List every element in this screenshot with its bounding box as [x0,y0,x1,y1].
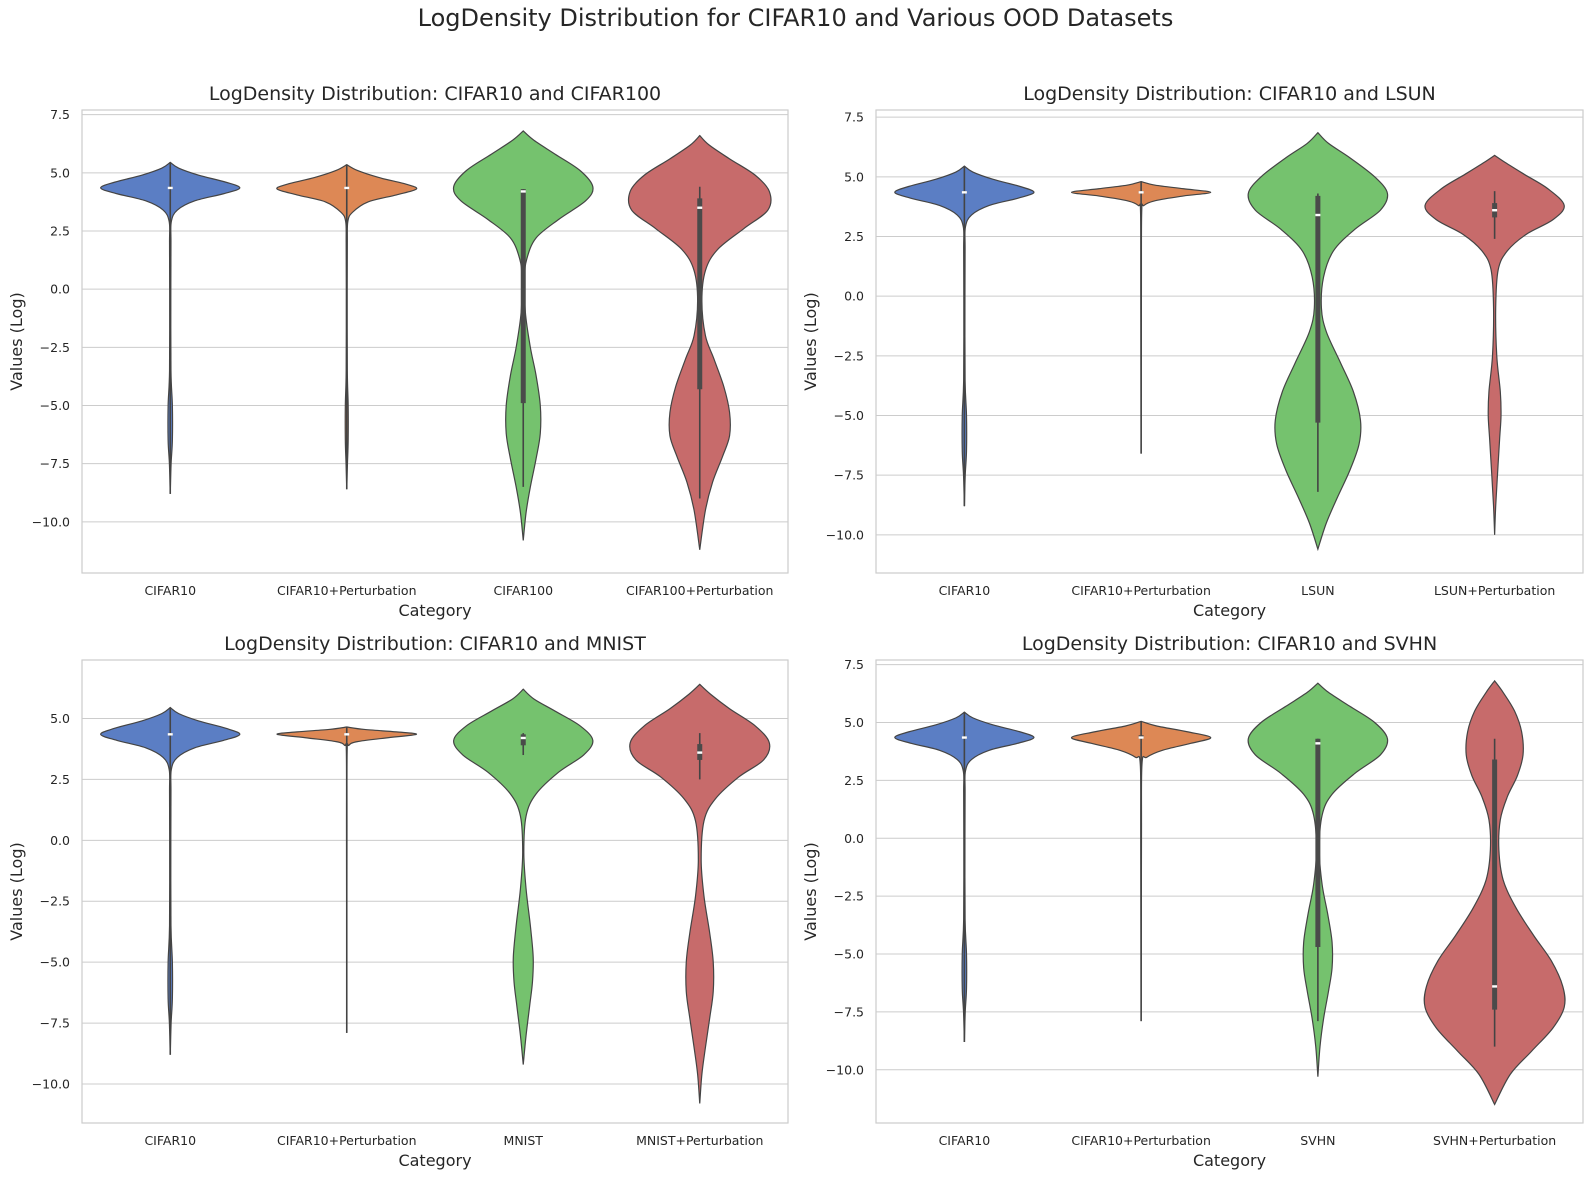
y-tick-label: 2.5 [50,772,70,787]
y-tick-label: −5.0 [40,398,70,413]
y-tick-label: −7.5 [40,1016,70,1031]
axes-frame [875,109,1584,574]
subplot-title: LogDensity Distribution: CIFAR10 and SVH… [1022,633,1437,655]
y-tick-label: 5.0 [844,169,864,184]
y-tick-label: 2.5 [844,773,864,788]
subplot-3: 5.0 2.5 0.0 −2.5 −5.0 −7.5 −10.0 CIFAR10 CIFAR10… [7,633,789,1170]
y-tick-label: 7.5 [50,107,70,122]
y-tick-label: −2.5 [834,889,864,904]
violin-median [697,751,703,754]
violin-median [1138,736,1144,739]
violin-body [1424,154,1565,535]
violin-median [520,190,526,193]
violin-median [167,733,173,736]
y-tick-label: −2.5 [40,894,70,909]
subplot-title: LogDensity Distribution: CIFAR10 and CIF… [209,83,661,105]
subplot-title: LogDensity Distribution: CIFAR10 and LSU… [1023,83,1436,105]
x-tick-label: CIFAR100+Perturbation [626,583,773,598]
y-tick-label: −10.0 [32,514,70,529]
x-axis-label: Category [398,1151,471,1170]
subplot-2: 7.5 5.0 2.5 0.0 −2.5 −5.0 −7.5 −10.0 CIFAR10 CIFA… [801,83,1584,620]
y-tick-label: 0.0 [844,831,864,846]
x-tick-label: MNIST [504,1133,544,1148]
y-tick-label: −10.0 [826,527,864,542]
y-tick-label: 2.5 [50,223,70,238]
axes-frame [81,659,789,1124]
x-tick-label: CIFAR10 [144,583,196,598]
axes-frame [81,109,789,574]
x-tick-label: CIFAR10 [144,1133,196,1148]
x-axis-label: Category [1193,601,1266,620]
y-tick-label: 7.5 [844,657,864,672]
y-axis-label: Values (Log) [7,292,26,390]
y-tick-label: 2.5 [844,229,864,244]
y-tick-label: −7.5 [40,456,70,471]
y-tick-label: −5.0 [834,408,864,423]
subplot-title: LogDensity Distribution: CIFAR10 and MNI… [224,633,646,655]
x-tick-label: CIFAR100 [493,583,553,598]
x-tick-label: LSUN+Perturbation [1434,583,1555,598]
violin-median [961,736,967,739]
x-tick-label: CIFAR10+Perturbation [277,583,417,598]
violin-median [697,206,703,209]
y-tick-label: 5.0 [50,711,70,726]
x-tick-label: CIFAR10+Perturbation [1071,1133,1211,1148]
x-tick-label: CIFAR10 [939,583,991,598]
y-tick-label: 7.5 [844,110,864,125]
axes-frame [875,659,1584,1124]
violin-median [167,186,173,190]
y-tick-label: −5.0 [40,955,70,970]
x-axis-label: Category [1193,1151,1266,1170]
y-axis-label: Values (Log) [801,292,820,390]
x-tick-label: CIFAR10+Perturbation [277,1133,417,1148]
y-axis-label: Values (Log) [7,842,26,940]
y-axis-label: Values (Log) [801,842,820,940]
y-tick-label: 5.0 [50,165,70,180]
y-tick-label: 0.0 [50,833,70,848]
violin-median [1492,985,1498,988]
x-axis-label: Category [398,601,471,620]
violin-median [1138,191,1144,194]
y-tick-label: −5.0 [834,947,864,962]
violin-median [344,186,350,190]
y-tick-label: −7.5 [834,468,864,483]
y-tick-label: −7.5 [834,1004,864,1019]
x-tick-label: CIFAR10+Perturbation [1071,583,1211,598]
violin-median [344,733,350,736]
y-tick-label: −10.0 [32,1077,70,1092]
violin-median [1492,209,1498,212]
violin-body [629,683,771,1104]
violin-median [1315,213,1321,217]
violin-body [453,688,594,1065]
x-tick-label: SVHN [1300,1133,1335,1148]
y-tick-label: 0.0 [844,289,864,304]
x-tick-label: CIFAR10 [939,1133,991,1148]
y-tick-label: 0.0 [50,282,70,297]
y-tick-label: −10.0 [826,1062,864,1077]
x-tick-label: SVHN+Perturbation [1433,1133,1556,1148]
subplot-1: 7.5 5.0 2.5 0.0 −2.5 −5.0 −7.5 −10.0 CIFAR10 CIFA… [7,83,789,620]
violin-median [1315,742,1321,745]
y-tick-label: 5.0 [844,715,864,730]
x-tick-label: MNIST+Perturbation [636,1133,763,1148]
violin-median [961,191,967,194]
y-tick-label: −2.5 [834,348,864,363]
violin-median [520,736,526,740]
subplot-4: 7.5 5.0 2.5 0.0 −2.5 −5.0 −7.5 −10.0 CIFAR10 CIFA… [801,633,1584,1170]
figure-title: LogDensity Distribution for CIFAR10 and … [417,4,1174,32]
x-tick-label: LSUN [1301,583,1334,598]
y-tick-label: −2.5 [40,340,70,355]
